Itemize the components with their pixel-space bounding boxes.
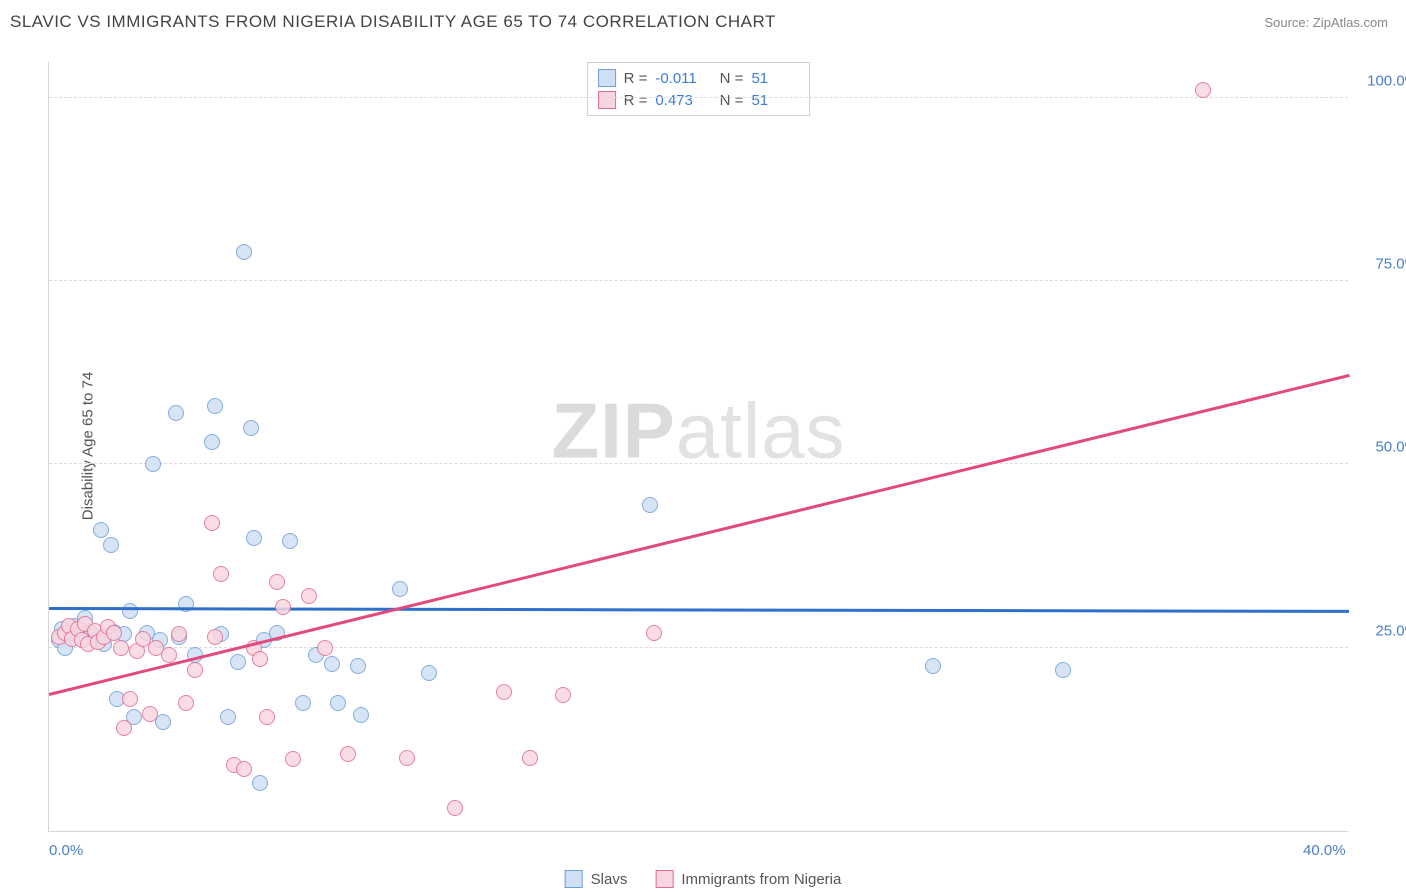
data-point xyxy=(642,497,658,513)
stats-row: R = -0.011 N = 51 xyxy=(598,67,800,89)
data-point xyxy=(285,751,301,767)
data-point xyxy=(353,707,369,723)
x-tick-label: 40.0% xyxy=(1303,842,1346,859)
data-point xyxy=(252,775,268,791)
data-point xyxy=(243,420,259,436)
watermark-bold: ZIP xyxy=(551,387,675,475)
legend-swatch xyxy=(655,870,673,888)
data-point xyxy=(155,714,171,730)
x-tick-label: 0.0% xyxy=(49,842,83,859)
data-point xyxy=(350,658,366,674)
legend-item: Slavs xyxy=(565,870,628,888)
data-point xyxy=(93,522,109,538)
data-point xyxy=(496,684,512,700)
stat-n-label: N = xyxy=(711,92,743,109)
data-point xyxy=(220,709,236,725)
data-point xyxy=(122,603,138,619)
data-point xyxy=(275,599,291,615)
y-tick-label: 75.0% xyxy=(1358,256,1406,273)
data-point xyxy=(207,398,223,414)
data-point xyxy=(447,800,463,816)
data-point xyxy=(925,658,941,674)
data-point xyxy=(187,662,203,678)
data-point xyxy=(236,244,252,260)
watermark-rest: atlas xyxy=(676,387,846,475)
legend-label: Immigrants from Nigeria xyxy=(681,871,841,888)
stat-r-value: -0.011 xyxy=(655,70,703,87)
legend: Slavs Immigrants from Nigeria xyxy=(565,870,842,888)
data-point xyxy=(145,456,161,472)
legend-swatch xyxy=(565,870,583,888)
gridline xyxy=(49,97,1348,98)
data-point xyxy=(421,665,437,681)
data-point xyxy=(103,537,119,553)
data-point xyxy=(122,691,138,707)
y-tick-label: 25.0% xyxy=(1358,622,1406,639)
data-point xyxy=(282,533,298,549)
legend-label: Slavs xyxy=(591,871,628,888)
data-point xyxy=(252,651,268,667)
data-point xyxy=(1055,662,1071,678)
data-point xyxy=(230,654,246,670)
data-point xyxy=(317,640,333,656)
data-point xyxy=(246,530,262,546)
data-point xyxy=(106,625,122,641)
stats-row: R = 0.473 N = 51 xyxy=(598,89,800,111)
data-point xyxy=(259,709,275,725)
data-point xyxy=(204,515,220,531)
data-point xyxy=(340,746,356,762)
data-point xyxy=(301,588,317,604)
data-point xyxy=(213,566,229,582)
source-text: Source: ZipAtlas.com xyxy=(1264,15,1388,30)
stat-r-value: 0.473 xyxy=(655,92,703,109)
data-point xyxy=(204,434,220,450)
data-point xyxy=(168,405,184,421)
stat-r-label: R = xyxy=(624,70,648,87)
chart-title: SLAVIC VS IMMIGRANTS FROM NIGERIA DISABI… xyxy=(10,12,776,32)
data-point xyxy=(392,581,408,597)
data-point xyxy=(207,629,223,645)
data-point xyxy=(324,656,340,672)
y-tick-label: 100.0% xyxy=(1358,72,1406,89)
series-swatch xyxy=(598,69,616,87)
data-point xyxy=(646,625,662,641)
data-point xyxy=(399,750,415,766)
data-point xyxy=(113,640,129,656)
plot-area: ZIPatlas R = -0.011 N = 51R = 0.473 N = … xyxy=(48,62,1348,832)
stat-n-value: 51 xyxy=(751,70,799,87)
data-point xyxy=(236,761,252,777)
data-point xyxy=(178,695,194,711)
data-point xyxy=(555,687,571,703)
data-point xyxy=(1195,82,1211,98)
data-point xyxy=(116,720,132,736)
data-point xyxy=(330,695,346,711)
data-point xyxy=(269,574,285,590)
gridline xyxy=(49,280,1348,281)
data-point xyxy=(522,750,538,766)
y-tick-label: 50.0% xyxy=(1358,439,1406,456)
data-point xyxy=(161,647,177,663)
data-point xyxy=(171,626,187,642)
data-point xyxy=(142,706,158,722)
stat-n-value: 51 xyxy=(751,92,799,109)
trend-line xyxy=(49,607,1349,612)
legend-item: Immigrants from Nigeria xyxy=(655,870,841,888)
stats-box: R = -0.011 N = 51R = 0.473 N = 51 xyxy=(587,62,811,116)
series-swatch xyxy=(598,91,616,109)
stat-r-label: R = xyxy=(624,92,648,109)
gridline xyxy=(49,463,1348,464)
data-point xyxy=(295,695,311,711)
stat-n-label: N = xyxy=(711,70,743,87)
